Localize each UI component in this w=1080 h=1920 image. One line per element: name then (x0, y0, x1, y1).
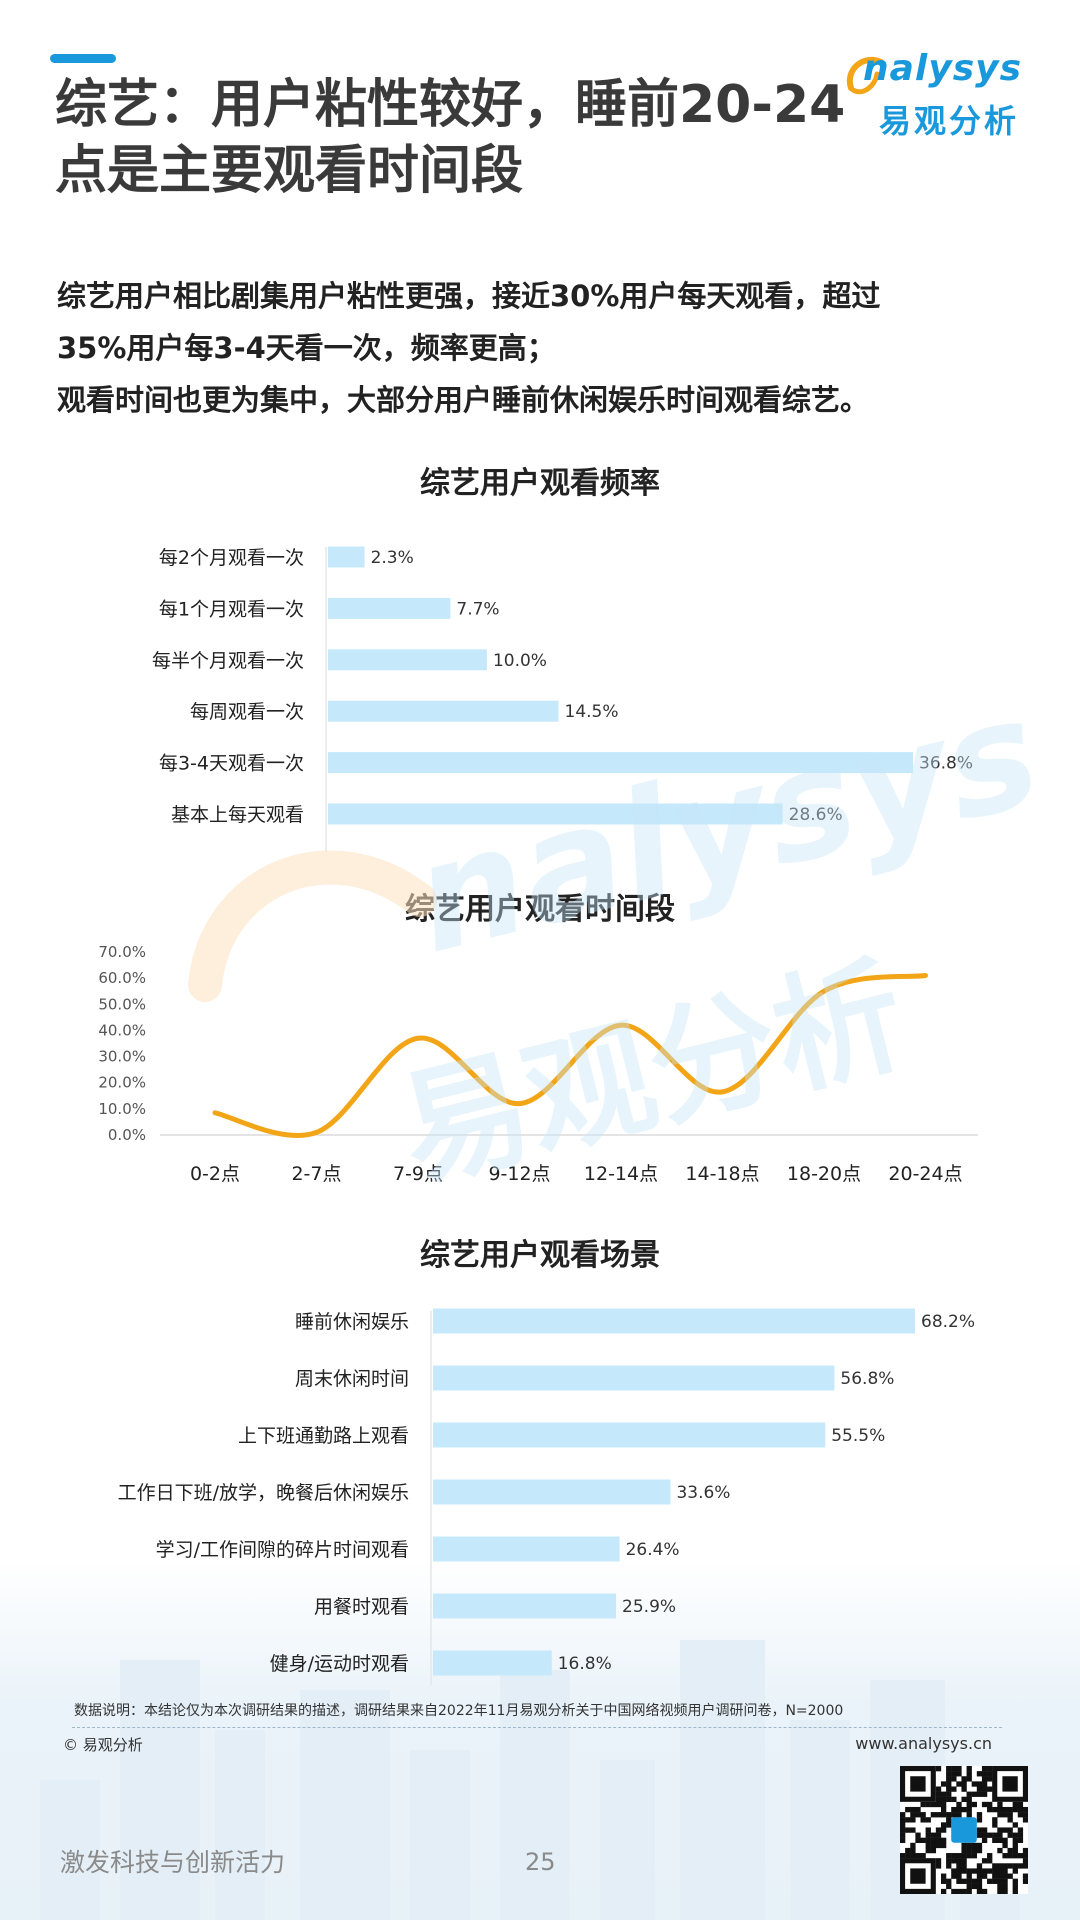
copyright: © 易观分析 (63, 1736, 143, 1754)
frequency-chart-title: 综艺用户观看频率 (420, 466, 660, 501)
scenario-bar-chart: 睡前休闲娱乐 68.2% 周末休闲时间 56.8% 上下班通勤路上观看 55.5% 工作日下… (118, 1308, 975, 1685)
data-label: 14.5% (565, 702, 619, 722)
logo-arc-icon (846, 57, 884, 95)
divider (72, 1727, 1002, 1728)
data-note: 数据说明：本结论仅为本次调研结果的描述，调研结果来自2022年11月易观分析关于… (74, 1703, 844, 1719)
bar (433, 1365, 835, 1391)
data-label: 36.8% (919, 754, 973, 774)
bar (433, 1479, 671, 1505)
summary-line: 综艺用户相比剧集用户粘性更强，接近30%用户每天观看，超过 (57, 279, 881, 313)
x-tick-label: 2-7点 (291, 1163, 341, 1185)
category-label: 学习/工作间隙的碎片时间观看 (156, 1539, 409, 1561)
logo-chinese-name: 易观分析 (879, 102, 1020, 140)
category-label: 周末休闲时间 (295, 1368, 409, 1390)
bar (328, 546, 365, 568)
x-tick-label: 7-9点 (393, 1163, 443, 1185)
bar (433, 1422, 826, 1448)
scenario-chart-title: 综艺用户观看场景 (420, 1238, 660, 1273)
x-tick-label: 14-18点 (685, 1163, 759, 1185)
data-label: 68.2% (921, 1312, 975, 1332)
brand-logo: nalysys 易观分析 (845, 48, 1045, 148)
qr-code-icon (900, 1766, 1028, 1894)
data-label: 56.8% (840, 1369, 894, 1389)
bar (433, 1308, 915, 1334)
accent-bar (50, 54, 116, 63)
bar (433, 1650, 552, 1676)
data-label: 26.4% (626, 1540, 680, 1560)
category-label: 上下班通勤路上观看 (238, 1425, 409, 1447)
category-label: 用餐时观看 (314, 1596, 409, 1618)
category-label: 健身/运动时观看 (270, 1653, 409, 1675)
category-label: 每3-4天观看一次 (159, 753, 304, 775)
category-label: 每周观看一次 (190, 701, 304, 723)
y-tick-label: 60.0% (98, 969, 146, 987)
data-label: 25.9% (622, 1597, 676, 1617)
series-line (212, 973, 928, 1138)
category-label: 基本上每天观看 (171, 804, 304, 826)
frequency-bar-chart: 每2个月观看一次 2.3% 每1个月观看一次 7.7% 每半个月观看一次 10.0% 每周观… (152, 546, 973, 852)
y-tick-label: 50.0% (98, 995, 146, 1013)
bar (433, 1536, 620, 1562)
category-label: 每半个月观看一次 (152, 650, 304, 672)
page-number: 25 (525, 1848, 556, 1876)
data-label: 33.6% (676, 1483, 730, 1503)
y-tick-label: 70.0% (98, 943, 146, 961)
data-label: 10.0% (493, 651, 547, 671)
bar (328, 752, 913, 774)
summary-line: 35%用户每3-4天看一次，频率更高； (57, 331, 556, 365)
skyline-background (0, 1560, 1080, 1920)
x-tick-label: 20-24点 (888, 1163, 962, 1185)
data-label: 7.7% (456, 599, 499, 619)
bar (328, 803, 783, 825)
x-tick-label: 9-12点 (488, 1163, 550, 1185)
y-tick-label: 0.0% (108, 1126, 146, 1144)
page-title: 综艺：用户粘性较好，睡前20-24点是主要观看时间段 (55, 75, 846, 201)
website-link[interactable]: www.analysys.cn (855, 1734, 992, 1753)
y-tick-label: 30.0% (98, 1048, 146, 1066)
category-label: 每2个月观看一次 (159, 547, 304, 569)
summary-text: 综艺用户相比剧集用户粘性更强，接近30%用户每天观看，超过 35%用户每3-4天… (57, 270, 1017, 426)
y-tick-label: 20.0% (98, 1074, 146, 1092)
footer-slogan: 激发科技与创新活力 (60, 1848, 286, 1877)
data-label: 16.8% (558, 1654, 612, 1674)
bar (433, 1593, 617, 1619)
bar (328, 700, 559, 722)
summary-line: 观看时间也更为集中，大部分用户睡前休闲娱乐时间观看综艺。 (57, 383, 870, 417)
y-tick-label: 40.0% (98, 1021, 146, 1039)
category-label: 每1个月观看一次 (159, 598, 304, 620)
data-label: 28.6% (789, 805, 843, 825)
x-tick-label: 0-2点 (190, 1163, 240, 1185)
time-chart-title: 综艺用户观看时间段 (405, 892, 675, 927)
logo-wordmark: nalysys (863, 48, 1023, 89)
bar (328, 649, 487, 671)
bar (328, 597, 451, 619)
category-label: 工作日下班/放学，晚餐后休闲娱乐 (118, 1482, 409, 1504)
category-label: 睡前休闲娱乐 (295, 1311, 409, 1333)
data-label: 2.3% (371, 548, 414, 568)
x-tick-label: 12-14点 (584, 1163, 658, 1185)
time-line-chart: 0.0% 10.0% 20.0% 30.0% 40.0% 50.0% 60.0% 70.0% 0… (98, 943, 978, 1185)
data-label: 55.5% (831, 1426, 885, 1446)
x-tick-label: 18-20点 (787, 1163, 861, 1185)
y-tick-label: 10.0% (98, 1100, 146, 1118)
